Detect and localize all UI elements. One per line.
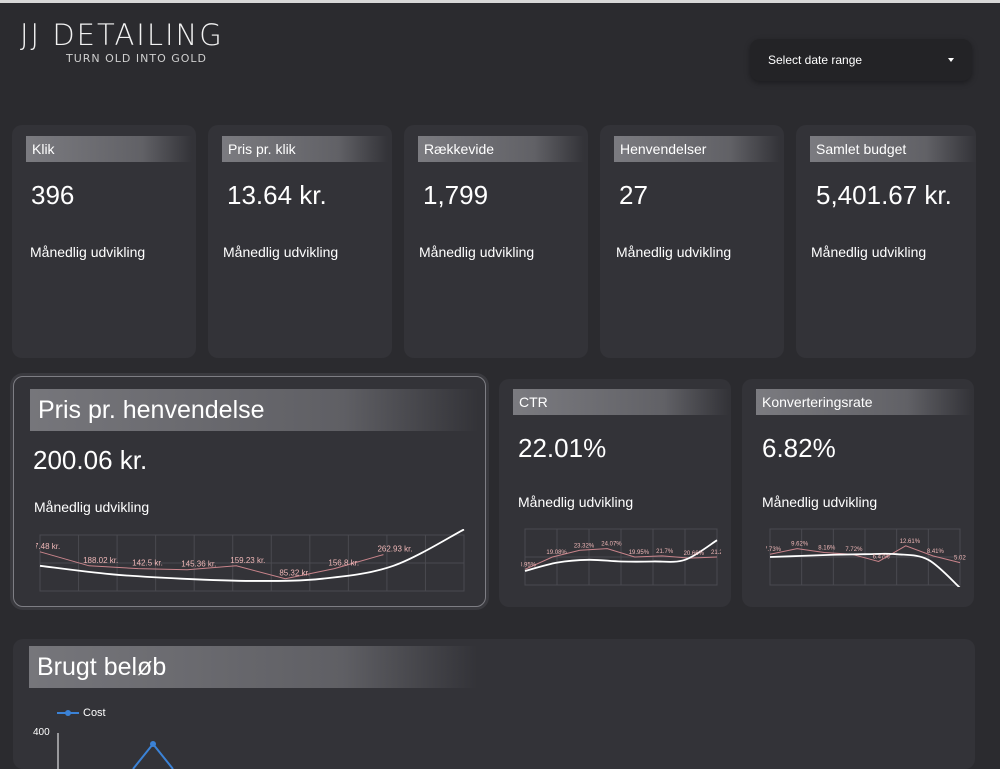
data-label: 23.32% — [574, 543, 595, 549]
sparkline-grid — [39, 534, 465, 592]
kpi-card-pris-pr-henvendelse[interactable]: Pris pr. henvendelse 200.06 kr. Månedlig… — [13, 376, 486, 607]
kpi-title: Pris pr. klik — [222, 136, 388, 162]
date-range-label: Select date range — [768, 53, 863, 67]
kpi-subtitle: Månedlig udvikling — [34, 499, 150, 515]
kpi-card-raekkevide[interactable]: Rækkevide 1,799 Månedlig udvikling 1,653… — [404, 125, 588, 358]
kpi-value: 5,401.67 kr. — [816, 180, 952, 210]
brand-subtitle: TURN OLD INTO GOLD — [66, 52, 208, 65]
legend-label: Cost — [83, 707, 106, 719]
sparkline-pris-pr-henvendelse: 7.48 kr. 188.02 kr. 142.5 kr. 145.36 kr. 159… — [36, 529, 465, 592]
series-line — [769, 545, 961, 564]
kpi-title: Konverteringsrate — [756, 389, 972, 415]
date-range-select[interactable]: Select date range — [750, 39, 972, 81]
kpi-subtitle: Månedlig udvikling — [419, 244, 535, 260]
data-label: 8.41% — [927, 549, 945, 555]
kpi-title: Pris pr. henvendelse — [30, 389, 478, 431]
data-label: 7.72% — [845, 547, 863, 553]
kpi-subtitle: Månedlig udvikling — [30, 244, 146, 260]
kpi-subtitle: Månedlig udvikling — [811, 244, 927, 260]
cost-point — [150, 741, 156, 747]
data-label: 12.61% — [900, 539, 921, 545]
kpi-card-ctr[interactable]: CTR 22.01% Månedlig udvikling 0.95% 19.08… — [499, 379, 731, 607]
kpi-title: Henvendelser — [614, 136, 780, 162]
data-label: 8.16% — [818, 546, 836, 552]
sparkline-ctr: 0.95% 19.08% 23.32% 24.07% 19.95% 21.7% 20.66%… — [521, 528, 721, 586]
data-label: 21.7% — [656, 549, 674, 555]
data-label: 20.66% — [684, 551, 705, 557]
data-label: 19.95% — [629, 550, 650, 556]
data-label: 156.8 kr. — [328, 559, 359, 568]
kpi-value: 27 — [619, 180, 648, 210]
legend-line-icon — [57, 710, 79, 716]
kpi-value: 22.01% — [518, 433, 607, 463]
brand-title: JJ DETAILING — [20, 18, 224, 52]
data-label: 6.47% — [873, 554, 891, 560]
series-line — [524, 548, 718, 570]
data-label: 262.93 kr. — [377, 545, 412, 554]
data-label: 145.36 kr. — [181, 560, 216, 569]
kpi-card-konverteringsrate[interactable]: Konverteringsrate 6.82% Månedlig udvikli… — [742, 379, 974, 607]
chevron-down-icon — [948, 58, 954, 62]
data-label: 159.23 kr. — [230, 556, 265, 565]
kpi-card-samlet-budget[interactable]: Samlet budget 5,401.67 kr. Månedlig udvi… — [796, 125, 976, 358]
sparkline-grid — [769, 528, 961, 586]
trend-line — [769, 552, 961, 587]
kpi-value: 200.06 kr. — [33, 445, 148, 475]
kpi-value: 13.64 kr. — [227, 180, 327, 210]
trend-line — [39, 529, 465, 582]
kpi-value: 6.82% — [762, 433, 836, 463]
data-label: 85.32 kr. — [279, 569, 310, 578]
data-label: 0.95% — [521, 562, 537, 568]
data-label: 21.2% — [711, 550, 721, 556]
kpi-subtitle: Månedlig udvikling — [762, 494, 878, 510]
data-label: 24.07% — [601, 542, 622, 548]
kpi-title: CTR — [513, 389, 729, 415]
kpi-value: 396 — [31, 180, 75, 210]
brand-logo: JJ DETAILING TURN OLD INTO GOLD — [20, 18, 224, 66]
data-label: 5.02% — [954, 556, 966, 562]
kpi-card-henvendelser[interactable]: Henvendelser 27 Månedlig udvikling 14203… — [600, 125, 784, 358]
data-label: 19.08% — [546, 550, 567, 556]
trend-line — [524, 539, 718, 572]
kpi-subtitle: Månedlig udvikling — [223, 244, 339, 260]
data-label: 9.62% — [791, 542, 809, 548]
cost-series-line — [132, 742, 174, 769]
spend-chart-card[interactable]: Brugt beløb Cost 400 — [13, 639, 975, 769]
kpi-value: 1,799 — [423, 180, 489, 210]
data-label: 7.73% — [766, 547, 782, 553]
series-line — [39, 551, 384, 580]
kpi-title: Klik — [26, 136, 192, 162]
kpi-title: Rækkevide — [418, 136, 584, 162]
data-label: 142.5 kr. — [132, 559, 163, 568]
spend-chart-title: Brugt beløb — [29, 646, 477, 688]
kpi-subtitle: Månedlig udvikling — [616, 244, 732, 260]
kpi-card-klik[interactable]: Klik 396 Månedlig udvikling 181208192324… — [12, 125, 196, 358]
data-label: 188.02 kr. — [83, 556, 118, 565]
data-label: 7.48 kr. — [36, 542, 60, 551]
sparkline-konverteringsrate: 7.73% 9.62% 8.16% 7.72% 6.47% 12.61% 8.41% 5.02… — [766, 528, 966, 587]
kpi-title: Samlet budget — [810, 136, 976, 162]
y-axis-tick: 400 — [33, 727, 50, 738]
kpi-subtitle: Månedlig udvikling — [518, 494, 634, 510]
chart-legend: Cost — [57, 707, 106, 719]
kpi-card-pris-pr-klik[interactable]: Pris pr. klik 13.64 kr. Månedlig udvikli… — [208, 125, 392, 358]
